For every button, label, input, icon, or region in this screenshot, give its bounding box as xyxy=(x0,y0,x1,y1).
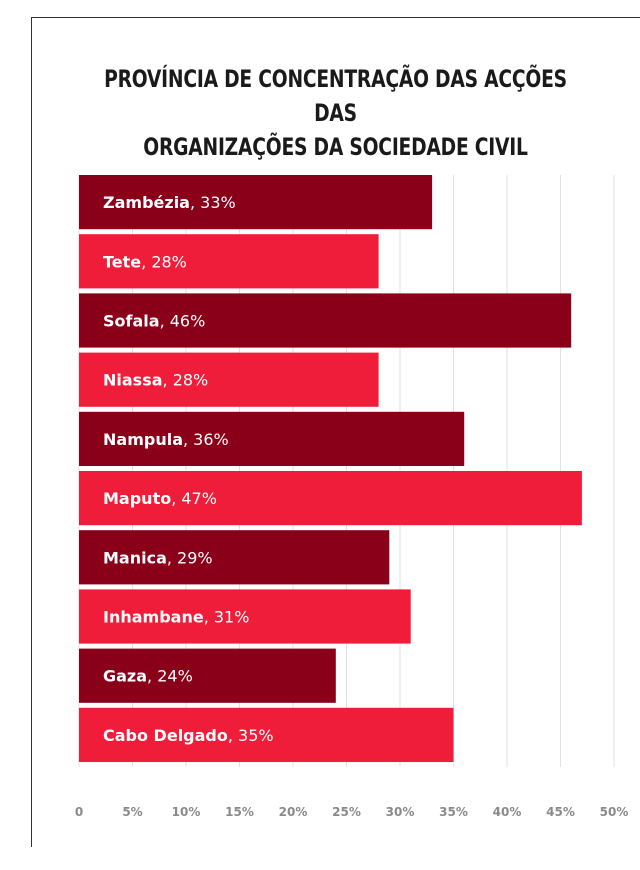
bar-category-label: Nampula xyxy=(103,430,183,449)
bar-category-label: Maputo xyxy=(103,489,171,508)
bar-value-label: , 24% xyxy=(147,667,193,686)
bar-value-label: , 28% xyxy=(141,252,187,271)
bar-category-label: Manica xyxy=(103,548,167,567)
x-tick-label: 10% xyxy=(172,805,201,819)
bar-category-label: Tete xyxy=(103,252,141,271)
x-tick-label: 35% xyxy=(439,805,468,819)
bar-value-label: , 33% xyxy=(190,193,236,212)
bar-value-label: , 36% xyxy=(183,430,229,449)
bar-value-label: , 35% xyxy=(228,726,274,745)
bar-label: Cabo Delgado, 35% xyxy=(103,726,274,745)
bar-label: Nampula, 36% xyxy=(103,430,229,449)
bar-category-label: Niassa xyxy=(103,371,163,390)
x-tick-label: 45% xyxy=(546,805,575,819)
bar-label: Maputo, 47% xyxy=(103,489,217,508)
bar-label: Manica, 29% xyxy=(103,548,213,567)
x-tick-label: 50% xyxy=(600,805,629,819)
bar-value-label: , 47% xyxy=(171,489,217,508)
bar-label: Zambézia, 33% xyxy=(103,193,236,212)
bar-label: Inhambane, 31% xyxy=(103,608,249,627)
bar-label: Niassa, 28% xyxy=(103,371,208,390)
x-tick-label: 20% xyxy=(279,805,308,819)
bar-value-label: , 31% xyxy=(204,608,250,627)
bar-category-label: Gaza xyxy=(103,667,147,686)
bar-value-label: , 46% xyxy=(160,312,206,331)
bar-value-label: , 28% xyxy=(163,371,209,390)
x-tick-label: 30% xyxy=(386,805,415,819)
x-tick-label: 40% xyxy=(493,805,522,819)
bar-category-label: Zambézia xyxy=(103,193,190,212)
bar-category-label: Inhambane xyxy=(103,608,204,627)
bar-value-label: , 29% xyxy=(167,548,213,567)
bar-category-label: Cabo Delgado xyxy=(103,726,228,745)
bar-label: Sofala, 46% xyxy=(103,312,205,331)
x-tick-label: 25% xyxy=(332,805,361,819)
bar-label: Tete, 28% xyxy=(103,252,187,271)
x-tick-label: 15% xyxy=(225,805,254,819)
x-tick-label: 5% xyxy=(122,805,142,819)
x-axis-ticks: 0 5% 10% 15% 20% 25% 30% 35% 40% 45% 50% xyxy=(75,805,629,819)
x-tick-label: 0 xyxy=(75,805,83,819)
bar-category-label: Sofala xyxy=(103,312,160,331)
bar-label: Gaza, 24% xyxy=(103,667,193,686)
